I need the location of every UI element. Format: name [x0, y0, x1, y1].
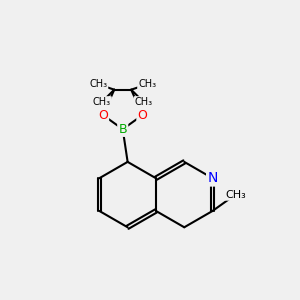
Text: O: O [98, 109, 108, 122]
Text: O: O [138, 109, 147, 122]
Text: B: B [118, 123, 127, 136]
Text: CH₃: CH₃ [138, 79, 156, 89]
Text: N: N [207, 171, 218, 185]
Text: CH₃: CH₃ [93, 97, 111, 107]
Text: CH₃: CH₃ [135, 97, 153, 107]
Text: CH₃: CH₃ [225, 190, 246, 200]
Text: CH₃: CH₃ [89, 79, 107, 89]
